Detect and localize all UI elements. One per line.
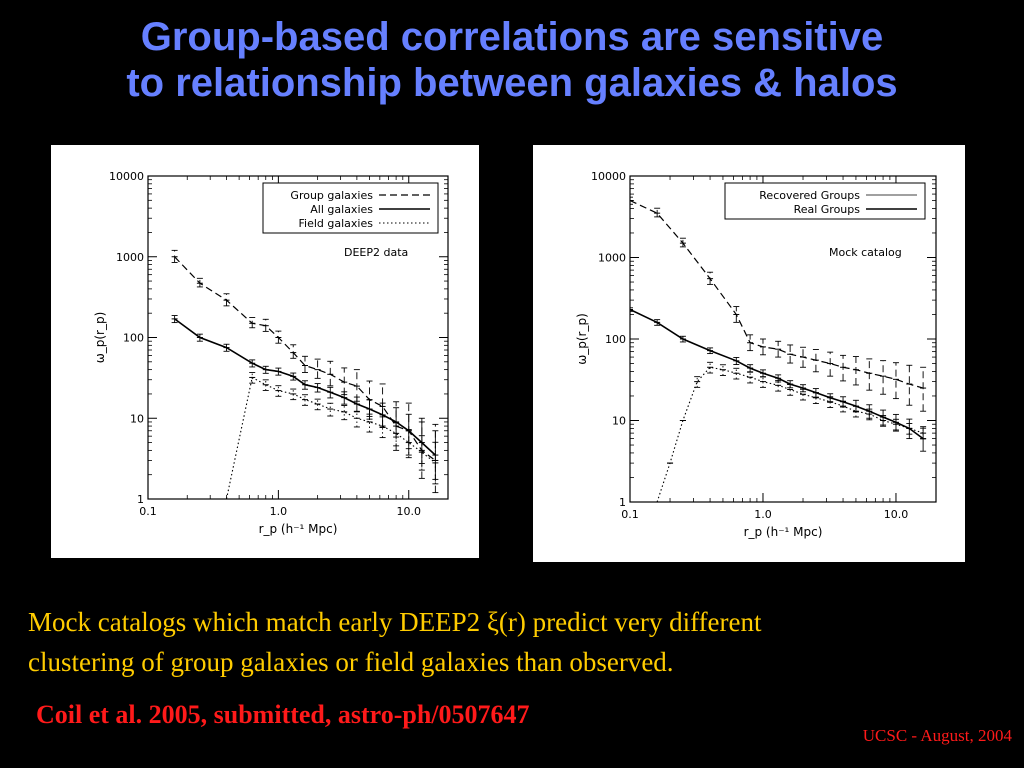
legend-label: Real Groups [794, 203, 861, 216]
x-axis-label: r_p (h⁻¹ Mpc) [259, 522, 338, 536]
y-tick-label: 1000 [598, 252, 626, 265]
x-tick-label: 10.0 [397, 505, 422, 518]
slide-body: Mock catalogs which match early DEEP2 ξ(… [28, 602, 1008, 682]
legend-label: All galaxies [310, 203, 373, 216]
plot-frame [629, 175, 937, 503]
series-recovered-groups-dotted [656, 361, 927, 502]
y-tick-label: 1 [619, 496, 626, 509]
x-axis-label: r_p (h⁻¹ Mpc) [744, 525, 823, 539]
y-tick-label: 10 [130, 412, 144, 425]
x-tick-label: 10.0 [884, 508, 909, 521]
title-line-1: Group-based correlations are sensitive [140, 15, 884, 59]
deep2-data-plot: 1 10 100 1000 10000 0.1 1.0 10.0 r_p (h⁻¹ Mpc) ω_… [51, 145, 479, 558]
footer-credit: UCSC - August, 2004 [862, 726, 1012, 745]
series-line [630, 199, 924, 389]
series-field-galaxies [174, 372, 439, 499]
y-tick-label: 100 [605, 333, 626, 346]
legend-label: Recovered Groups [759, 189, 860, 202]
series-line [174, 256, 436, 461]
series-line [174, 318, 436, 456]
y-tick-label: 1 [137, 493, 144, 506]
title-line-2: to relationship between galaxies & halos [126, 61, 898, 105]
y-tick-label: 10000 [591, 170, 626, 183]
y-tick-label: 10 [612, 415, 626, 428]
mock-catalog-plot: 1 10 100 1000 10000 0.1 1.0 10.0 r_p (h⁻¹ Mpc) ω_… [533, 145, 965, 562]
x-tick-label: 0.1 [621, 508, 639, 521]
citation: Coil et al. 2005, submitted, astro-ph/05… [36, 700, 530, 729]
x-tick-label: 1.0 [270, 505, 288, 518]
y-tick-label: 100 [123, 332, 144, 345]
y-axis-label: ω_p(r_p) [93, 312, 107, 364]
deep2-data-chart: 1 10 100 1000 10000 0.1 1.0 10.0 r_p (h⁻¹ Mpc) ω_… [93, 170, 449, 536]
legend-box [724, 182, 926, 220]
mock-catalog-chart: 1 10 100 1000 10000 0.1 1.0 10.0 r_p (h⁻¹ Mpc) ω_… [575, 170, 937, 539]
body-line-1: Mock catalogs which match early DEEP2 ξ(… [28, 607, 762, 637]
series-line [630, 308, 924, 440]
legend-box [262, 182, 439, 234]
slide-title: Group-based correlations are sensitive t… [0, 14, 1024, 106]
series-real-groups [630, 307, 927, 452]
plot-annotation: DEEP2 data [344, 246, 408, 259]
legend-label: Field galaxies [299, 217, 374, 230]
x-tick-label: 0.1 [139, 505, 157, 518]
series-all-galaxies [171, 315, 439, 480]
plot-annotation: Mock catalog [829, 246, 902, 259]
legend-label: Group galaxies [290, 189, 373, 202]
y-axis-label: ω_p(r_p) [575, 313, 589, 365]
y-tick-label: 10000 [109, 170, 144, 183]
x-tick-label: 1.0 [754, 508, 772, 521]
body-line-2: clustering of group galaxies or field ga… [28, 647, 674, 677]
series-group-galaxies [171, 249, 439, 494]
y-tick-label: 1000 [116, 251, 144, 264]
series-recovered-groups-dashed [630, 196, 927, 412]
